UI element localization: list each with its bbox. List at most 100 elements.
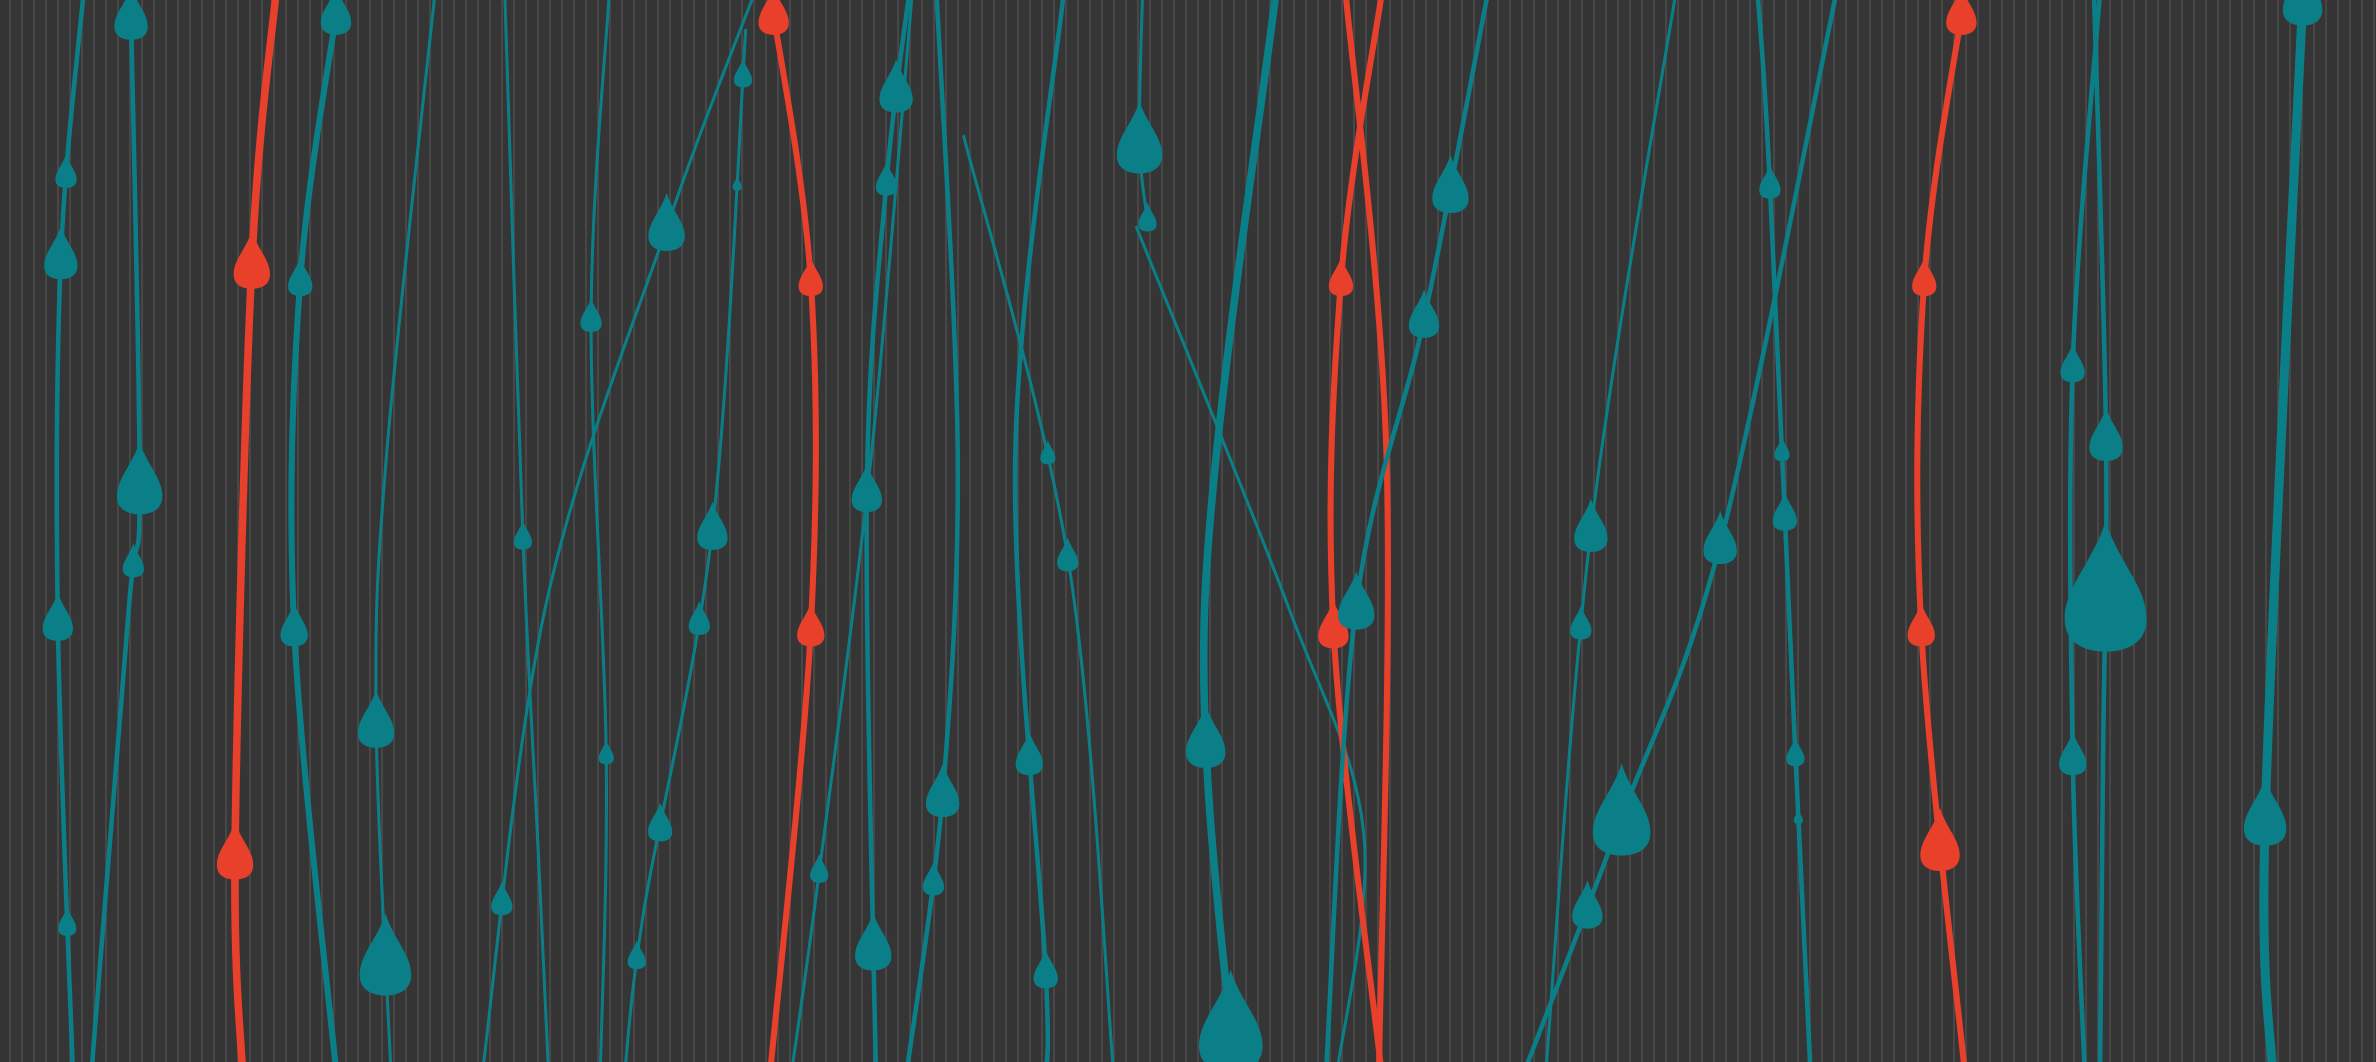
droplet [44, 225, 78, 280]
droplet [627, 940, 646, 970]
droplet [280, 602, 308, 647]
droplet [491, 881, 513, 916]
droplet [810, 853, 829, 883]
droplet [1408, 289, 1440, 338]
droplet [233, 230, 270, 289]
vine-stem [1324, 0, 1489, 1062]
droplet [1040, 440, 1056, 465]
droplet [42, 592, 73, 641]
droplet [116, 441, 163, 515]
droplet [580, 297, 602, 332]
teal-vine [1545, 0, 1677, 1062]
droplet [1912, 257, 1937, 297]
droplet [1572, 880, 1603, 929]
droplet [357, 689, 395, 748]
droplet [2089, 407, 2123, 462]
droplet [1907, 602, 1935, 647]
droplet [925, 763, 960, 818]
droplet [648, 192, 685, 251]
teal-vine [503, 0, 550, 1062]
droplet [288, 257, 313, 297]
droplet [1328, 257, 1354, 297]
teal-vine [2243, 0, 2323, 1062]
teal-vine [851, 0, 913, 1062]
vine-stem [54, 0, 86, 1062]
droplet [1920, 807, 1960, 871]
droplet [58, 906, 77, 936]
red-vine [758, 0, 825, 1062]
teal-vine [1525, 0, 1838, 1062]
droplet [732, 176, 742, 191]
droplet [216, 821, 254, 880]
droplet [1338, 571, 1375, 630]
red-vine [216, 0, 280, 1062]
droplet [2059, 731, 2087, 776]
droplet [1432, 154, 1469, 214]
teal-vine [280, 0, 352, 1062]
vine-stem [1914, 0, 1968, 1062]
vine-stem [905, 0, 961, 1062]
teal-vine [42, 0, 86, 1062]
droplet [2282, 0, 2323, 26]
vine-stem [1525, 0, 1838, 1062]
vine-stem [503, 0, 550, 1062]
vine-stem [231, 0, 280, 1062]
droplet [879, 59, 913, 113]
teal-vine [1116, 0, 1163, 232]
droplet [1138, 202, 1157, 232]
red-vine [1318, 0, 1384, 1062]
droplet [359, 913, 412, 996]
teal-vine [89, 0, 163, 1062]
droplet [922, 861, 945, 896]
droplet [2243, 777, 2287, 846]
droplet [688, 600, 710, 635]
vine-stem [864, 0, 911, 1062]
vine-stem [1012, 0, 1066, 1062]
droplet [1793, 809, 1803, 824]
teal-vine [482, 0, 754, 1062]
vine-stem [791, 0, 914, 1062]
vine-stem [962, 134, 1115, 1062]
droplet [2064, 520, 2147, 652]
droplet [697, 501, 728, 550]
vine-stem [1545, 0, 1677, 1062]
teal-vine [791, 0, 914, 1062]
vine-stem [89, 0, 142, 1062]
droplet [122, 543, 144, 578]
droplet [1198, 969, 1263, 1062]
droplet [114, 0, 148, 40]
droplet [1772, 492, 1797, 531]
droplet [798, 257, 823, 297]
vine-stem [374, 0, 436, 1062]
droplet [758, 0, 789, 35]
teal-vine [1186, 0, 1279, 1062]
teal-vine [1324, 0, 1489, 1062]
droplet [1759, 164, 1781, 199]
droplet [1786, 737, 1805, 767]
droplet [1033, 949, 1058, 989]
vine-stem [2259, 0, 2308, 1062]
droplet [1116, 100, 1163, 174]
droplet [1057, 537, 1079, 572]
droplet [1186, 704, 1226, 768]
vine-stem [2067, 0, 2102, 1062]
teal-vine [1134, 225, 1367, 1062]
teal-vine [357, 0, 436, 1062]
droplet [1570, 605, 1592, 640]
teal-vine [2059, 0, 2102, 1062]
teal-vine [580, 0, 614, 1062]
droplet [648, 802, 673, 842]
teal-vine [962, 134, 1115, 1062]
teal-vine [2064, 0, 2147, 1062]
vine-stem [767, 0, 819, 1062]
red-vine [1907, 0, 1977, 1062]
droplet [1946, 0, 1977, 35]
droplet [875, 161, 898, 196]
vine-stem [1134, 225, 1367, 1062]
droplet [1574, 498, 1608, 552]
vine-stem [288, 0, 342, 1062]
vine-stem [1327, 0, 1384, 1062]
droplet [1015, 731, 1043, 776]
